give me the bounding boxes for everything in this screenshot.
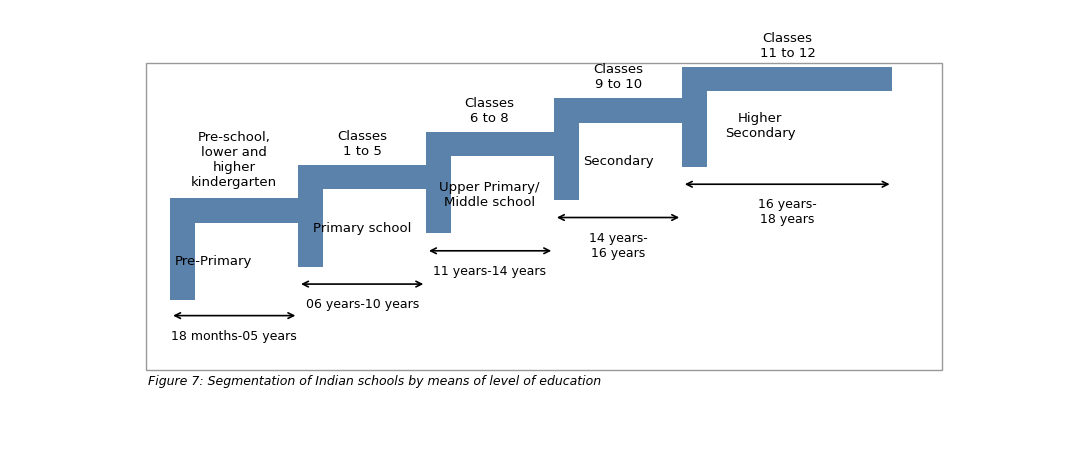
Bar [682,91,707,167]
Text: 06 years-10 years: 06 years-10 years [306,298,420,311]
Text: 16 years-
18 years: 16 years- 18 years [758,198,817,226]
Polygon shape [554,98,579,156]
Text: Upper Primary/
Middle school: Upper Primary/ Middle school [440,181,540,209]
Bar [426,156,450,233]
Text: 14 years-
16 years: 14 years- 16 years [589,232,648,259]
Bar [554,98,682,123]
Text: Secondary: Secondary [584,155,654,168]
Bar [298,165,426,189]
Text: Higher
Secondary: Higher Secondary [725,112,796,141]
Bar [426,131,554,156]
Bar [554,123,579,200]
Bar [146,63,941,370]
Polygon shape [298,165,323,223]
Text: Classes
6 to 8: Classes 6 to 8 [464,96,514,125]
Polygon shape [682,67,707,123]
Polygon shape [426,131,450,189]
Text: Classes
9 to 10: Classes 9 to 10 [593,63,643,91]
Text: 18 months-05 years: 18 months-05 years [171,329,297,343]
Text: Classes
11 to 12: Classes 11 to 12 [759,32,816,60]
Bar [170,223,195,300]
Text: Figure 7: Segmentation of Indian schools by means of level of education: Figure 7: Segmentation of Indian schools… [148,375,601,388]
Text: 11 years-14 years: 11 years-14 years [433,265,546,278]
Text: Classes
1 to 5: Classes 1 to 5 [338,130,388,158]
Bar [298,189,323,267]
Text: Pre-school,
lower and
higher
kindergarten: Pre-school, lower and higher kindergarte… [191,131,277,189]
Text: Pre-Primary: Pre-Primary [175,255,252,268]
Bar [170,198,298,223]
Text: Primary school: Primary school [313,222,412,234]
Bar [682,67,892,91]
